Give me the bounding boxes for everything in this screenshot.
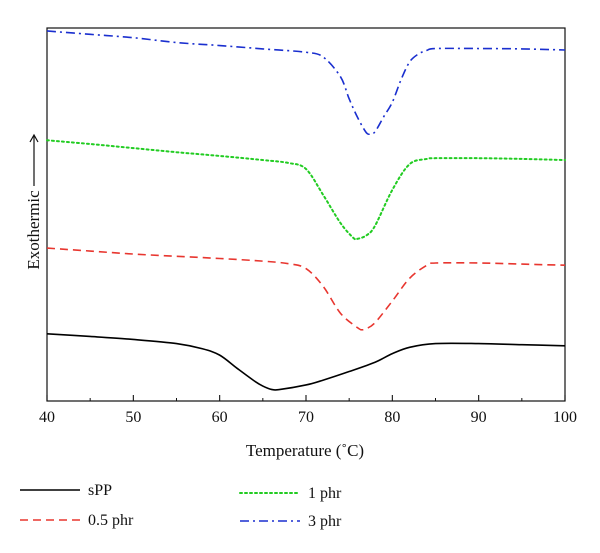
y-axis-label: Exothermic bbox=[24, 190, 43, 270]
x-tick-label: 60 bbox=[212, 409, 228, 426]
x-tick-label: 70 bbox=[298, 409, 314, 426]
legend-label-0-5-phr: 0.5 phr bbox=[88, 512, 134, 529]
plot-area bbox=[46, 27, 566, 402]
y-axis-arrow-icon bbox=[29, 133, 39, 186]
plot-frame bbox=[46, 27, 566, 402]
series-line-3-phr bbox=[46, 30, 566, 136]
series-line-spp bbox=[46, 333, 566, 391]
x-axis-label: Temperature (˚C) bbox=[246, 441, 364, 460]
legend-label-3-phr: 3 phr bbox=[308, 513, 342, 530]
x-tick-label: 40 bbox=[39, 409, 55, 426]
x-tick-label: 100 bbox=[553, 409, 577, 426]
legend-label-spp: sPP bbox=[88, 482, 112, 499]
legend-label-1-phr: 1 phr bbox=[308, 485, 342, 502]
y-axis-label-group: Exothermic bbox=[24, 133, 43, 270]
series-line-0-5-phr bbox=[46, 247, 566, 331]
x-axis-ticks: 40 50 60 70 80 90 100 bbox=[39, 395, 577, 426]
x-tick-label: 80 bbox=[384, 409, 400, 426]
series-line-1-phr bbox=[46, 139, 566, 241]
x-tick-label: 90 bbox=[471, 409, 487, 426]
series-layer bbox=[46, 30, 566, 391]
x-tick-label: 50 bbox=[125, 409, 141, 426]
legend: sPP 0.5 phr 1 phr 3 phr bbox=[20, 482, 342, 530]
